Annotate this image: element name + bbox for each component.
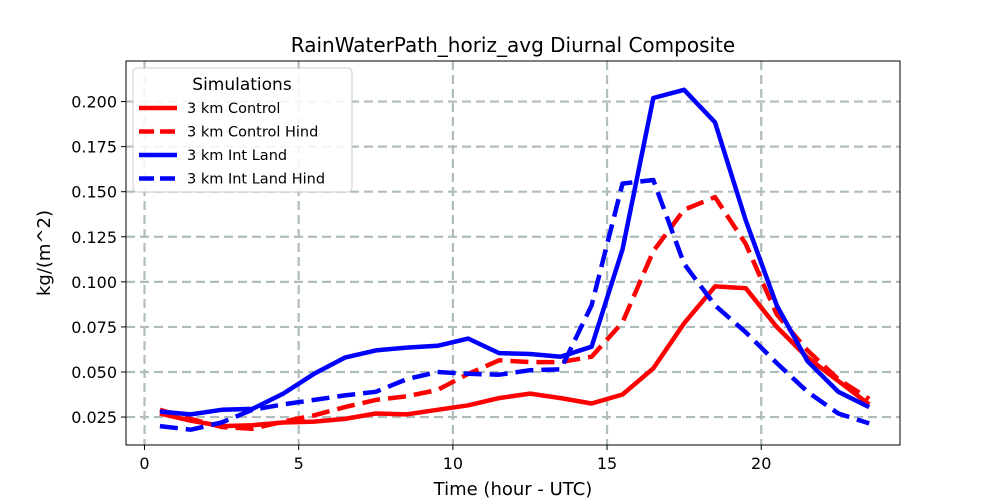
- y-tick-label: 0.075: [71, 318, 117, 337]
- legend-items: 3 km Control 3 km Control Hind 3 km Int La…: [139, 101, 325, 188]
- y-tick-label: 0.125: [71, 228, 117, 247]
- x-tick-label: 0: [139, 454, 149, 473]
- legend-label-3-km-control: 3 km Control: [187, 101, 280, 117]
- legend-label-3-km-int-land: 3 km Int Land: [187, 148, 287, 164]
- x-tick-label: 20: [751, 454, 771, 473]
- legend-label-3-km-int-land-hind: 3 km Int Land Hind: [187, 172, 325, 188]
- y-tick-label: 0.050: [71, 363, 117, 382]
- y-axis-label: kg/(m^2): [34, 210, 55, 296]
- series-line-3-km-int-land: [159, 87, 871, 417]
- legend-title: Simulations: [192, 75, 292, 95]
- legend-label-3-km-control-hind: 3 km Control Hind: [187, 125, 318, 141]
- series-line-3-km-int-land-hind: [159, 177, 870, 432]
- x-tick-label: 15: [597, 454, 617, 473]
- grid: [126, 61, 900, 445]
- y-axis: 0.025 0.050 0.075 0.100 0.125 0.150 0.175 0.200: [71, 93, 126, 427]
- plot-area-frame: [125, 60, 901, 446]
- y-tick-label: 0.150: [71, 183, 117, 202]
- x-axis: 0 5 10 15 20: [139, 445, 771, 473]
- x-tick-label: 5: [294, 454, 304, 473]
- series-line-3-km-control-hind: [159, 194, 871, 432]
- x-tick-label: 10: [443, 454, 463, 473]
- y-tick-label: 0.175: [71, 138, 117, 157]
- x-axis-label: Time (hour - UTC): [433, 479, 593, 500]
- legend-box: [132, 67, 353, 193]
- legend: Simulations 3 km Control 3 km Control Hin…: [132, 67, 353, 193]
- y-tick-label: 0.100: [71, 273, 117, 292]
- y-tick-label: 0.025: [71, 408, 117, 427]
- chart-title: RainWaterPath_horiz_avg Diurnal Composit…: [291, 33, 735, 57]
- series-layer: [159, 87, 871, 432]
- y-tick-label: 0.200: [71, 93, 117, 112]
